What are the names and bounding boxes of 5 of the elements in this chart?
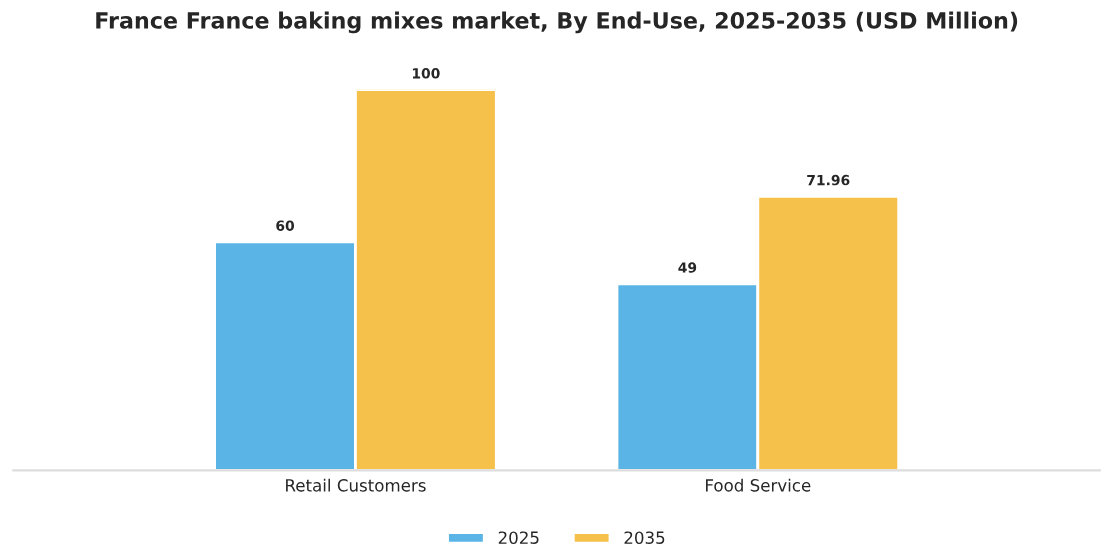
legend-label: 2025 — [498, 531, 539, 544]
chart-title: France France baking mixes market, By End-Use, 2025-2035 (USD Million) — [96, 11, 1018, 34]
x-tick-label: Food Service — [706, 478, 811, 492]
legend-label: 2035 — [624, 531, 665, 544]
x-tick-label: Retail Customers — [286, 478, 426, 492]
